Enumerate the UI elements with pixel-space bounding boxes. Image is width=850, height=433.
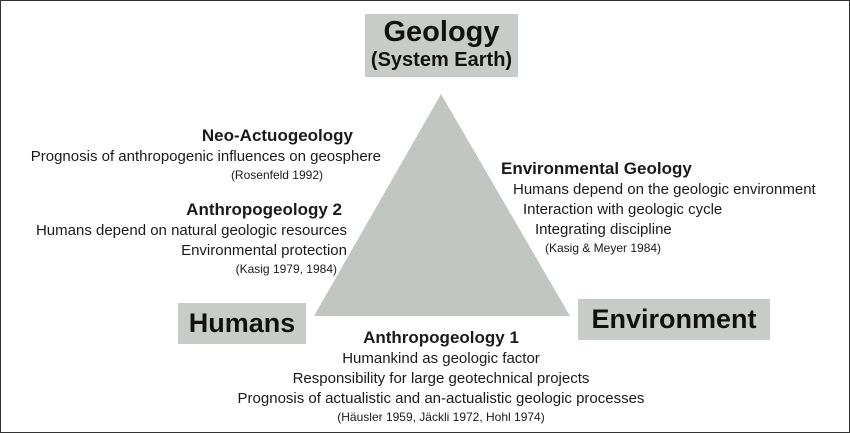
corner-geology-title: Geology	[383, 16, 500, 48]
environmental-geology-block: Environmental Geology Humans depend on t…	[501, 158, 816, 257]
corner-geology: Geology (System Earth)	[365, 14, 518, 77]
neo-actuogeology-ref: (Rosenfeld 1992)	[230, 168, 323, 182]
anthropogeology-1-line-1: Humankind as geologic factor	[342, 350, 540, 367]
anthropogeology-2-block: Anthropogeology 2 Humans depend on natur…	[36, 199, 347, 278]
anthropogeology-1-title: Anthropogeology 1	[363, 328, 519, 347]
anthropogeology-2-title: Anthropogeology 2	[186, 200, 342, 219]
anthropogeology-1-block: Anthropogeology 1 Humankind as geologic …	[176, 327, 706, 426]
anthropogeology-2-line-2: Environmental protection	[181, 242, 347, 259]
environmental-geology-line-2: Interaction with geologic cycle	[523, 201, 723, 218]
corner-environment: Environment	[578, 299, 770, 340]
triangle-shape	[314, 94, 570, 316]
neo-actuogeology-block: Neo-Actuogeology Prognosis of anthropoge…	[31, 125, 381, 184]
anthropogeology-1-line-2: Responsibility for large geotechnical pr…	[292, 370, 590, 387]
environmental-geology-line-3: Integrating discipline	[535, 221, 672, 238]
neo-actuogeology-line-1: Prognosis of anthropogenic influences on…	[30, 148, 381, 165]
anthropogeology-1-line-3: Prognosis of actualistic and an-actualis…	[237, 390, 645, 407]
environmental-geology-line-1: Humans depend on the geologic environmen…	[513, 181, 816, 198]
corner-geology-subtitle: (System Earth)	[370, 49, 513, 71]
environmental-geology-ref: (Kasig & Meyer 1984)	[545, 241, 662, 255]
anthropogeology-2-ref: (Kasig 1979, 1984)	[235, 262, 337, 276]
anthropogeology-1-ref: (Häusler 1959, Jäckli 1972, Hohl 1974)	[337, 410, 545, 424]
neo-actuogeology-title: Neo-Actuogeology	[201, 126, 353, 145]
corner-humans: Humans	[178, 303, 306, 344]
environmental-geology-title: Environmental Geology	[501, 159, 692, 178]
anthropogeology-2-line-1: Humans depend on natural geologic resour…	[35, 222, 347, 239]
